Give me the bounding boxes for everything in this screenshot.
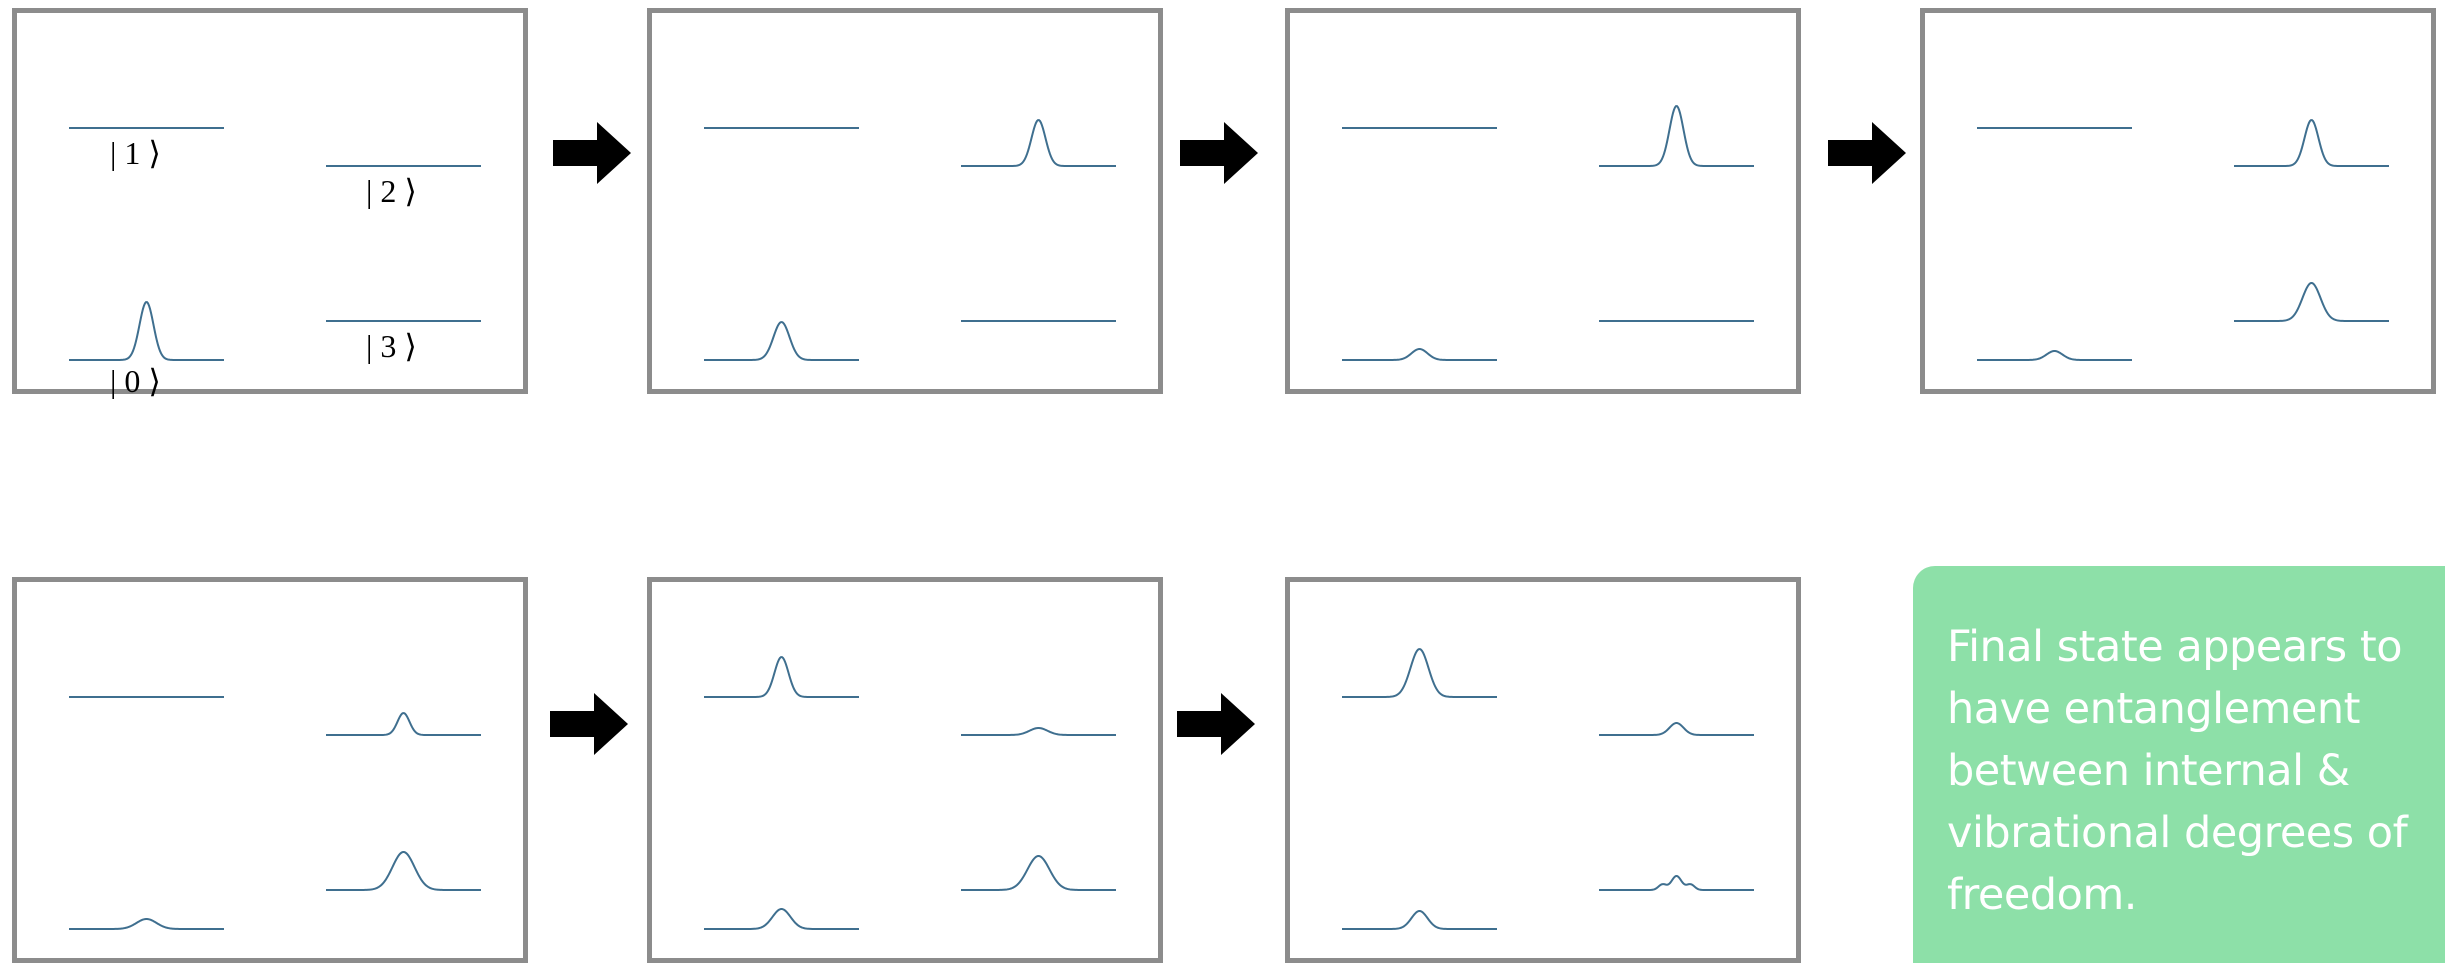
level-0-line bbox=[69, 301, 224, 361]
level-1-line bbox=[704, 656, 859, 698]
panel-step-1: | 1 ⟩ | 2 ⟩ | 0 ⟩ | 3 ⟩ bbox=[12, 8, 528, 399]
panel-plot bbox=[1977, 119, 2389, 361]
level-2-line bbox=[961, 727, 1116, 736]
level-3-line bbox=[961, 855, 1116, 891]
ket-0-label: | 0 ⟩ bbox=[110, 363, 161, 399]
level-3-line bbox=[1599, 875, 1754, 891]
right-arrow-icon bbox=[553, 122, 631, 184]
level-0-line bbox=[1342, 348, 1497, 361]
panel-step-2 bbox=[647, 8, 1163, 394]
panel-plot bbox=[1342, 648, 1754, 930]
level-2-line bbox=[1599, 722, 1754, 736]
level-2-line bbox=[2234, 119, 2389, 167]
level-3-line bbox=[2234, 282, 2389, 322]
level-2-line bbox=[1599, 105, 1754, 167]
note-text: Final state appears to have entanglement… bbox=[1947, 622, 2408, 920]
panel-step-4 bbox=[1920, 8, 2436, 394]
ket-2-label: | 2 ⟩ bbox=[366, 173, 417, 209]
level-3-line bbox=[326, 851, 481, 891]
right-arrow-icon bbox=[1177, 693, 1255, 755]
panel-step-5 bbox=[12, 577, 528, 963]
note-box: Final state appears to have entanglement… bbox=[1913, 566, 2445, 963]
level-1-line bbox=[1342, 648, 1497, 698]
level-0-line bbox=[69, 918, 224, 930]
panel-step-7 bbox=[1285, 577, 1801, 963]
panel-plot bbox=[704, 119, 1116, 361]
panel-step-3 bbox=[1285, 8, 1801, 394]
level-0-line bbox=[704, 321, 859, 361]
level-2-line bbox=[961, 119, 1116, 167]
panel-plot bbox=[69, 127, 481, 361]
panel-plot bbox=[69, 696, 481, 930]
panel-step-6 bbox=[647, 577, 1163, 963]
level-0-line bbox=[1977, 350, 2132, 361]
right-arrow-icon bbox=[1828, 122, 1906, 184]
right-arrow-icon bbox=[1180, 122, 1258, 184]
panel-plot bbox=[704, 656, 1116, 930]
level-0-line bbox=[1342, 910, 1497, 930]
panel-plot bbox=[1342, 105, 1754, 361]
level-2-line bbox=[326, 712, 481, 736]
right-arrow-icon bbox=[550, 693, 628, 755]
ket-1-label: | 1 ⟩ bbox=[110, 135, 161, 171]
level-0-line bbox=[704, 908, 859, 930]
ket-3-label: | 3 ⟩ bbox=[366, 328, 417, 364]
